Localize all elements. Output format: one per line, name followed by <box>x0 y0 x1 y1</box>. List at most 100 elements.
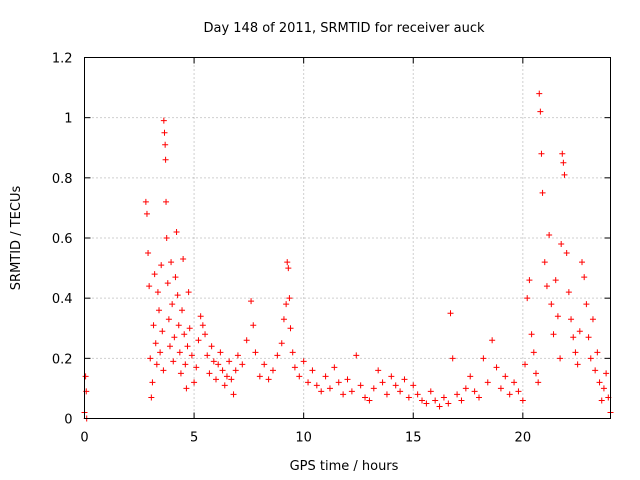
data-point <box>300 358 307 365</box>
data-point <box>432 397 439 404</box>
data-point <box>445 400 452 407</box>
data-point <box>449 355 456 362</box>
data-point <box>153 361 160 368</box>
data-point <box>524 295 531 302</box>
data-point <box>166 343 173 350</box>
data-point <box>515 388 522 395</box>
data-point <box>497 385 504 392</box>
data-point <box>274 352 281 359</box>
data-point <box>152 340 159 347</box>
data-point <box>587 355 594 362</box>
data-point <box>313 382 320 389</box>
data-point <box>221 382 228 389</box>
data-point <box>252 349 259 356</box>
data-point <box>353 352 360 359</box>
data-point <box>583 301 590 308</box>
data-point <box>182 361 189 368</box>
data-point <box>538 150 545 157</box>
x-tick-label: 15 <box>405 431 422 446</box>
data-point <box>291 364 298 371</box>
data-point <box>146 283 153 290</box>
data-point <box>536 90 543 97</box>
data-point <box>193 364 200 371</box>
data-point <box>458 397 465 404</box>
data-point <box>427 388 434 395</box>
data-point <box>261 361 268 368</box>
data-point <box>256 373 263 380</box>
data-point <box>362 394 369 401</box>
data-point <box>234 352 241 359</box>
data-point <box>484 379 491 386</box>
data-point <box>248 298 255 305</box>
data-point <box>183 385 190 392</box>
data-point <box>348 388 355 395</box>
data-point <box>215 361 222 368</box>
data-point <box>340 391 347 398</box>
data-point <box>550 331 557 338</box>
data-point <box>397 388 404 395</box>
data-point <box>269 367 276 374</box>
data-point <box>370 385 377 392</box>
data-point <box>502 373 509 380</box>
data-point <box>151 271 158 278</box>
data-point <box>318 388 325 395</box>
chart-title: Day 148 of 2011, SRMTID for receiver auc… <box>203 21 485 36</box>
data-point <box>594 349 601 356</box>
data-point <box>197 313 204 320</box>
data-point <box>331 364 338 371</box>
data-point <box>379 379 386 386</box>
data-point <box>232 367 239 374</box>
data-point <box>423 400 430 407</box>
data-point <box>447 310 454 317</box>
data-point <box>243 337 250 344</box>
data-point <box>158 262 165 269</box>
data-point <box>172 274 179 281</box>
data-points <box>81 90 614 422</box>
data-point <box>165 316 172 323</box>
data-point <box>169 301 176 308</box>
data-point <box>410 382 417 389</box>
x-axis-label: GPS time / hours <box>290 459 399 474</box>
plot-frame <box>84 57 611 419</box>
data-point <box>250 322 257 329</box>
data-point <box>174 292 181 299</box>
data-point <box>383 391 390 398</box>
data-point <box>142 198 149 205</box>
y-tick-label: 0.6 <box>52 232 73 247</box>
data-point <box>176 349 183 356</box>
data-point <box>506 391 513 398</box>
data-point <box>557 355 564 362</box>
data-point <box>223 373 230 380</box>
data-point <box>148 394 155 401</box>
data-point <box>163 235 170 241</box>
data-point <box>546 231 553 238</box>
data-point <box>163 198 170 205</box>
data-point <box>539 189 546 196</box>
data-point <box>440 394 447 401</box>
data-point <box>286 295 293 302</box>
x-tick-label: 5 <box>190 431 198 446</box>
data-point <box>558 241 565 248</box>
data-point <box>401 376 408 383</box>
data-point <box>454 391 461 398</box>
data-point <box>202 331 209 338</box>
data-point <box>204 352 211 359</box>
data-point <box>326 385 333 392</box>
data-point <box>471 388 478 395</box>
data-point <box>559 150 566 157</box>
data-point <box>585 334 592 341</box>
y-axis: 0 0.2 0.4 0.6 0.8 1 1.2 <box>52 52 611 428</box>
data-point <box>217 349 224 356</box>
data-point <box>535 379 542 386</box>
y-tick-label: 1 <box>64 112 72 127</box>
data-point <box>576 328 583 335</box>
data-point <box>489 337 496 344</box>
data-point <box>195 337 202 344</box>
data-point <box>154 289 161 296</box>
data-point <box>296 373 303 380</box>
data-point <box>392 382 399 389</box>
data-point <box>554 313 561 320</box>
data-point <box>188 352 195 359</box>
data-point <box>344 376 351 383</box>
data-point <box>149 379 156 386</box>
